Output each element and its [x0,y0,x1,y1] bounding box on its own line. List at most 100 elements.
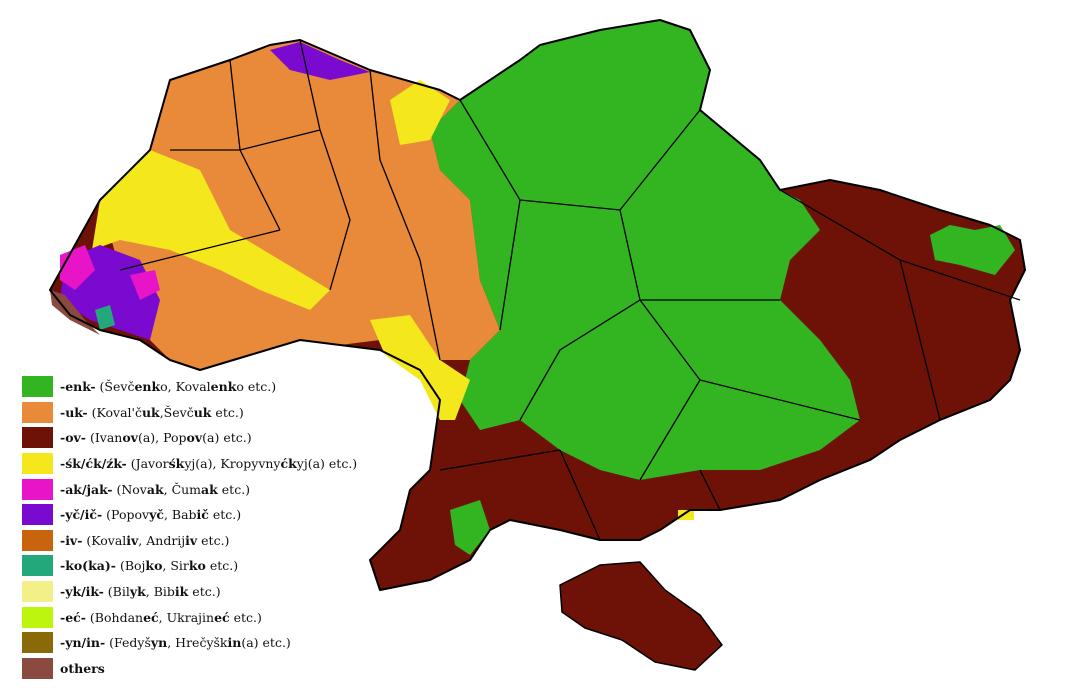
legend-suffix: -yk/ik- [60,584,104,600]
legend-example-segment: etc.) [208,507,242,523]
legend-suffix: -ov- [60,430,86,446]
legend-example-segment: uk [193,404,212,420]
legend-example-segment: , Bib [145,584,175,600]
legend-suffix: -ko(ka)- [60,558,116,574]
legend-example-segment: , Bab [163,507,197,523]
country-outline [49,19,1026,591]
legend-example-segment: (Javor [126,456,169,472]
oblast-borders [119,39,1021,541]
region-sk-west [92,150,330,310]
legend-example-segment: ,Ševč [159,404,194,420]
legend-label: -eć- (Bohdaneć, Ukrajineć etc.) [60,610,262,625]
legend-label: -yk/ik- (Bilyk, Bibik etc.) [60,584,221,599]
legend-example-segment: (a), Pop [137,430,187,446]
legend-item: -yč/ič- (Popovyč, Babič etc.) [22,502,357,528]
legend-example-segment: yj(a) etc.) [296,456,358,472]
legend-example-segment: (Bil [103,584,130,600]
legend-label: -ov- (Ivanov(a), Popov(a) etc.) [60,430,252,445]
legend-example-segment: eć [214,609,230,625]
legend-example-segment: (Fedyš [105,635,151,651]
legend-example-segment: , Hrečyšk [167,635,228,651]
legend-example-segment: (Popov [102,507,150,523]
legend-example-segment: iv [185,532,198,548]
legend-swatch [22,657,53,679]
legend-example-segment: etc.) [205,558,239,574]
legend-example-segment: yč [149,507,164,523]
legend-example-segment: iv [126,532,139,548]
legend-example-segment: (Ivan [85,430,123,446]
legend-example-segment: (Bohdan [85,609,144,625]
legend-example-segment: (Koval [82,532,127,548]
legend-label: -yn/in- (Fedyšyn, Hrečyškin(a) etc.) [60,635,291,650]
legend-example-segment: , Andrij [138,532,186,548]
region-ak-2 [130,270,160,300]
legend-suffix: -ak/jak- [60,481,113,497]
legend-suffix: others [60,660,105,676]
legend-example-segment: (a) etc.) [202,430,252,446]
legend-example-segment: uk [141,404,160,420]
legend-label: -ko(ka)- (Bojko, Sirko etc.) [60,558,238,573]
legend-example-segment: etc.) [211,404,244,420]
legend-suffix: -yn/in- [60,635,106,651]
legend-item: -yk/ik- (Bilyk, Bibik etc.) [22,579,357,605]
region-enk-east [930,225,1015,275]
legend-example-segment: o, Koval [160,379,211,395]
legend-swatch [22,401,53,423]
legend-label: -uk- (Koval'čuk,Ševčuk etc.) [60,405,244,420]
legend-suffix: -yč/ič- [60,507,103,523]
legend-label: -śk/ćk/źk- (Javorśkyj(a), Kropyvnyćkyj(a… [60,456,357,471]
legend-label: -iv- (Kovaliv, Andrijiv etc.) [60,533,229,548]
legend-example-segment: ov [122,430,138,446]
legend-swatch [22,504,53,526]
legend-label: -enk- (Ševčenko, Kovalenko etc.) [60,379,276,394]
legend-example-segment: ik [174,584,189,600]
legend-example-segment: o etc.) [236,379,277,395]
legend-example-segment: yn [150,635,168,651]
legend-item: -ak/jak- (Novak, Čumak etc.) [22,476,357,502]
region-yc-north [270,42,370,80]
legend-label: others [60,661,105,676]
legend-example-segment: etc.) [197,532,230,548]
legend-example-segment: (Koval'č [87,404,142,420]
legend-example-segment: ak [201,481,218,497]
legend-example-segment: enk [210,379,237,395]
legend-example-segment: eć [143,609,159,625]
legend-example-segment: (Ševč [95,379,135,395]
legend-item: -ov- (Ivanov(a), Popov(a) etc.) [22,425,357,451]
region-ko [95,305,115,330]
legend-example-segment: ko [145,558,163,574]
legend-example-segment: (a) etc.) [241,635,291,651]
legend-swatch [22,555,53,577]
legend-item: -ko(ka)- (Bojko, Sirko etc.) [22,553,357,579]
legend-example-segment: enk [134,379,161,395]
legend-swatch [22,529,53,551]
legend-item: -eć- (Bohdaneć, Ukrajineć etc.) [22,604,357,630]
legend-example-segment: , Ukrajin [158,609,215,625]
legend-item: -śk/ćk/źk- (Javorśkyj(a), Kropyvnyćkyj(a… [22,451,357,477]
legend-item: -yn/in- (Fedyšyn, Hrečyškin(a) etc.) [22,630,357,656]
legend: -enk- (Ševčenko, Kovalenko etc.) -uk- (Ko… [22,374,357,681]
legend-example-segment: , Sir [162,558,189,574]
legend-label: -ak/jak- (Novak, Čumak etc.) [60,482,250,497]
legend-example-segment: (Nov [112,481,147,497]
legend-swatch [22,453,53,475]
legend-example-segment: (Boj [115,558,146,574]
legend-swatch [22,376,53,398]
legend-example-segment: etc.) [188,584,221,600]
legend-item: -iv- (Kovaliv, Andrijiv etc.) [22,528,357,554]
legend-suffix: -enk- [60,379,96,395]
region-enk [430,20,860,480]
region-enk-south [450,500,490,555]
legend-swatch [22,632,53,654]
region-sk-north [390,80,450,145]
legend-suffix: -eć- [60,609,86,625]
region-ov-crimea [559,561,723,671]
legend-suffix: -iv- [60,532,83,548]
legend-example-segment: ič [196,507,209,523]
legend-item: others [22,656,357,682]
region-sk-central [370,315,470,420]
legend-example-segment: ak [146,481,164,497]
legend-swatch [22,427,53,449]
legend-item: -enk- (Ševčenko, Kovalenko etc.) [22,374,357,400]
legend-example-segment: , Čum [163,481,202,497]
